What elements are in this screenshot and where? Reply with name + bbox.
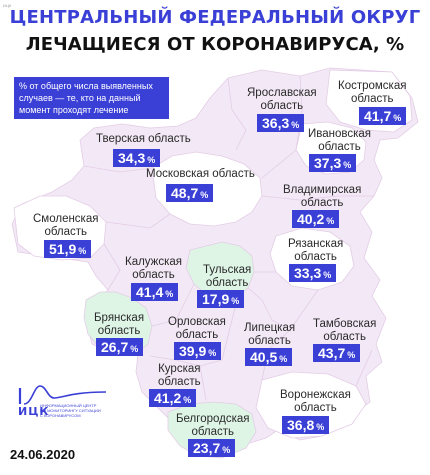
region-label-smolensk: Смоленская область (33, 213, 99, 238)
main-subtitle: ЛЕЧАЩИЕСЯ ОТ КОРОНАВИРУСА, % (25, 34, 405, 55)
region-value-vladimir: 40,2% (292, 210, 340, 228)
region-label-tambov: Тамбовская область (313, 318, 377, 343)
logo-subtitle: ИНФОРМАЦИОННЫЙ ЦЕНТР ПО МОНИТОРИНГУ СИТУ… (40, 403, 101, 418)
region-value-tambov: 43,7% (313, 344, 361, 362)
region-label-tver: Тверская область (96, 133, 191, 145)
region-value-voronezh: 36,8% (282, 416, 330, 434)
region-value-tula: 17,9% (197, 290, 245, 308)
region-label-moscow: Московская область (146, 168, 255, 180)
region-value-kaluga: 41,4% (131, 283, 179, 301)
corner-mark: ИЦК (3, 3, 12, 8)
region-value-kursk: 41,2% (149, 389, 197, 407)
region-value-bryansk: 26,7% (96, 338, 144, 356)
logo-name: ИЦК (18, 405, 50, 418)
region-label-orel: Орловская область (168, 316, 226, 341)
region-label-belgorod: Белгородская область (176, 413, 250, 438)
region-value-yaroslavl: 36,3% (257, 114, 305, 132)
note-box: % от общего числа выявленных случаев — т… (14, 77, 169, 119)
region-label-kursk: Курская область (158, 363, 201, 388)
region-value-belgorod: 23,7% (188, 439, 236, 457)
region-label-yaroslavl: Ярославская область (247, 87, 317, 112)
region-label-vladimir: Владимирская область (283, 184, 362, 209)
region-value-ryazan: 33,3% (289, 264, 337, 282)
region-label-voronezh: Воронежская область (280, 389, 351, 414)
region-value-orel: 39,9% (174, 342, 222, 360)
date-label: 24.06.2020 (10, 447, 76, 462)
region-value-lipetsk: 40,5% (245, 348, 293, 366)
icc-logo-icon (18, 385, 107, 405)
region-label-tula: Тульская область (203, 264, 252, 289)
region-value-smolensk: 51,9% (44, 240, 92, 258)
region-value-tver: 34,3% (113, 149, 161, 167)
region-value-kostroma: 41,7% (359, 107, 407, 125)
region-label-kostroma: Костромская область (338, 80, 407, 105)
region-label-kaluga: Калужская область (125, 256, 183, 281)
region-label-bryansk: Брянская область (94, 312, 145, 337)
region-label-ryazan: Рязанская область (288, 238, 344, 263)
region-label-lipetsk: Липецкая область (244, 322, 296, 347)
region-label-ivanovo: Ивановская область (308, 128, 372, 153)
region-value-moscow: 48,7% (166, 184, 214, 202)
region-value-ivanovo: 37,3% (309, 154, 357, 172)
main-title: ЦЕНТРАЛЬНЫЙ ФЕДЕРАЛЬНЫЙ ОКРУГ (9, 7, 421, 28)
